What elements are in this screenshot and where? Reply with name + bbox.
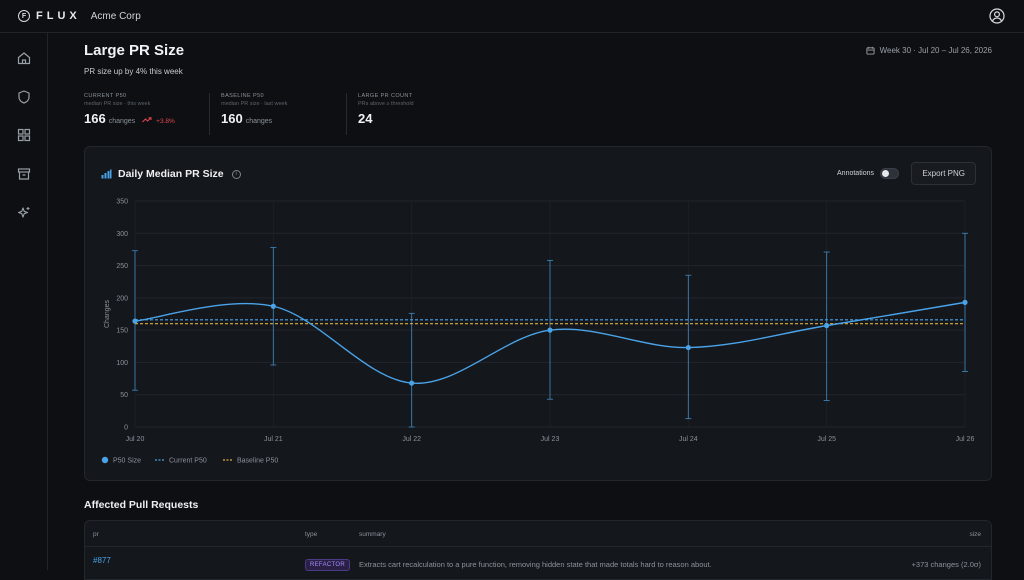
annotations-control: Annotations [837, 168, 899, 179]
legend-label-current: Current P50 [169, 458, 207, 465]
col-summary[interactable]: summary [359, 531, 386, 538]
p50-point [409, 380, 415, 386]
type-badge: REFACTOR [305, 559, 350, 571]
p50-point [132, 318, 138, 324]
y-tick-label: 350 [116, 199, 128, 206]
col-type[interactable]: type [305, 531, 318, 538]
x-tick-label: Jul 22 [402, 436, 421, 443]
p50-point [962, 299, 968, 305]
chart-title-label: Daily Median PR Size [118, 168, 224, 180]
affected-prs-title: Affected Pull Requests [84, 499, 199, 511]
legend-swatch-p50 [101, 456, 109, 464]
trend-up-icon [142, 117, 152, 123]
y-tick-label: 250 [116, 263, 128, 270]
chart-card: 0 50 100 150 200 250 300 350 Jul 20 Jul 21 Jul 22 J… [84, 146, 992, 481]
top-bar: F FLUX Acme Corp [0, 0, 1024, 33]
page-subtitle: PR size up by 4% this week [84, 67, 183, 76]
user-circle-icon[interactable] [989, 8, 1005, 24]
x-tick-label: Jul 25 [817, 436, 836, 443]
calendar-icon [866, 46, 875, 55]
kpi-value: 166 [84, 111, 106, 126]
kpi-current-p50: CURRENT P50 median PR size · this week 1… [84, 93, 210, 135]
x-tick-label: Jul 24 [679, 436, 698, 443]
home-icon[interactable] [16, 50, 32, 66]
y-tick-label: 50 [120, 392, 128, 399]
x-tick-label: Jul 21 [264, 436, 283, 443]
line-chart[interactable]: 0 50 100 150 200 250 300 350 Jul 20 Jul 21 Jul 22 J… [85, 147, 993, 482]
shield-icon[interactable] [16, 89, 32, 105]
logo[interactable]: F FLUX [18, 10, 81, 22]
affected-prs-table: pr type summary size #877 REFACTOR Extra… [84, 520, 992, 580]
kpi-label: BASELINE P50 [221, 93, 265, 99]
legend-label-baseline: Baseline P50 [237, 458, 278, 465]
kpi-value: 160 [221, 111, 243, 126]
table-row[interactable]: #877 REFACTOR Extracts cart recalculatio… [85, 547, 991, 579]
kpi-label: LARGE PR COUNT [358, 93, 413, 99]
y-tick-label: 300 [116, 231, 128, 238]
page-title: Large PR Size [84, 42, 185, 59]
sidebar [0, 33, 48, 570]
table-header: pr type summary size [85, 521, 991, 547]
week-range[interactable]: Week 30 · Jul 20 – Jul 26, 2026 [866, 46, 992, 55]
kpi-unit: changes [108, 118, 136, 125]
y-tick-label: 200 [116, 295, 128, 302]
kpi-delta: +3.8% [156, 118, 175, 125]
week-range-label: Week 30 · Jul 20 – Jul 26, 2026 [879, 46, 992, 55]
annotations-label: Annotations [837, 170, 874, 177]
y-tick-label: 100 [116, 360, 128, 367]
kpi-unit: changes [245, 118, 273, 125]
x-tick-label: Jul 26 [956, 436, 975, 443]
p50-point [547, 327, 553, 333]
pr-link[interactable]: #877 [93, 556, 111, 565]
kpi-row: CURRENT P50 median PR size · this week 1… [84, 93, 495, 135]
bar-chart-icon [101, 169, 112, 179]
p50-point [824, 323, 830, 329]
kpi-sub: PRs above ≥ threshold [358, 101, 414, 107]
x-tick-label: Jul 23 [541, 436, 560, 443]
y-axis-label: Changes [104, 299, 111, 328]
pr-summary: Extracts cart recalculation to a pure fu… [359, 560, 712, 569]
x-tick-label: Jul 20 [126, 436, 145, 443]
kpi-sub: median PR size · last week [221, 101, 288, 107]
y-tick-label: 0 [124, 425, 128, 432]
p50-point [685, 344, 691, 351]
chart-title: Daily Median PR Size i [101, 168, 241, 180]
annotations-toggle[interactable] [880, 168, 899, 179]
kpi-large-pr-count: LARGE PR COUNT PRs above ≥ threshold 24 [358, 93, 484, 135]
logo-mark: F [18, 10, 30, 22]
export-png-button[interactable]: Export PNG [911, 162, 976, 185]
p50-point [270, 303, 276, 309]
col-size[interactable]: size [969, 531, 981, 538]
y-tick-label: 150 [116, 328, 128, 335]
col-pr[interactable]: pr [93, 531, 99, 538]
legend-label-p50: P50 Size [113, 458, 141, 465]
kpi-sub: median PR size · this week [84, 101, 151, 107]
info-icon[interactable]: i [231, 169, 241, 179]
org-name[interactable]: Acme Corp [90, 10, 141, 22]
sparkles-icon[interactable] [16, 205, 32, 221]
logo-text: FLUX [36, 10, 81, 22]
archive-icon[interactable] [16, 166, 32, 182]
kpi-baseline-p50: BASELINE P50 median PR size · last week … [221, 93, 347, 135]
kpi-value: 24 [358, 111, 373, 126]
pr-size: +373 changes (2.0σ) [911, 560, 981, 569]
kpi-label: CURRENT P50 [84, 93, 127, 99]
grid-icon[interactable] [16, 127, 32, 143]
